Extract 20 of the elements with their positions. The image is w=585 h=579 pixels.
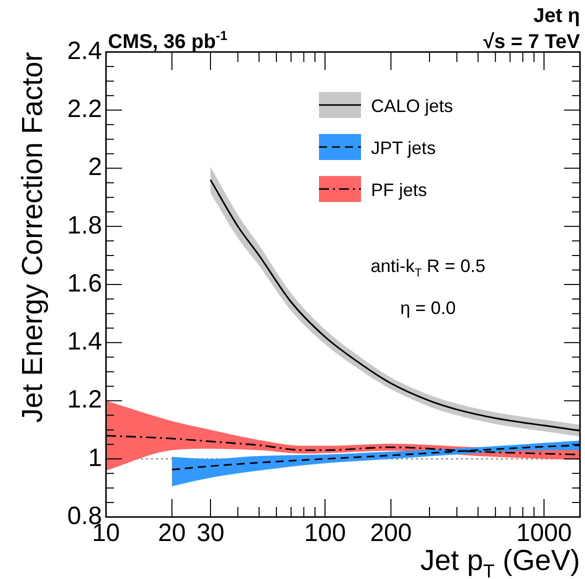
x-tick-label: 30 bbox=[196, 518, 224, 547]
x-tick-label: 100 bbox=[304, 518, 346, 547]
annotation: √s = 7 TeV bbox=[483, 31, 581, 53]
y-tick-label: 2.2 bbox=[67, 95, 102, 124]
x-tick-label: 1000 bbox=[516, 518, 572, 547]
x-tick-label: 200 bbox=[370, 518, 412, 547]
y-tick-label: 2.4 bbox=[67, 36, 102, 65]
y-tick-label: 1.6 bbox=[67, 269, 102, 298]
y-tick-label: 2 bbox=[88, 153, 102, 182]
legend-label: JPT jets bbox=[371, 138, 436, 158]
text: Jet η bbox=[533, 5, 580, 27]
x-tick-label: 20 bbox=[158, 518, 186, 547]
y-tick-label: 1.8 bbox=[67, 211, 102, 240]
y-axis-title: Jet Energy Correction Factor bbox=[17, 52, 49, 423]
y-tick-label: 1.4 bbox=[67, 328, 102, 356]
y-tick-label: 1 bbox=[88, 444, 102, 472]
legend-label: CALO jets bbox=[371, 96, 454, 116]
y-tick-label: 1.2 bbox=[67, 386, 102, 414]
legend-label: PF jets bbox=[371, 180, 428, 200]
annotation: η = 0.0 bbox=[400, 298, 456, 318]
